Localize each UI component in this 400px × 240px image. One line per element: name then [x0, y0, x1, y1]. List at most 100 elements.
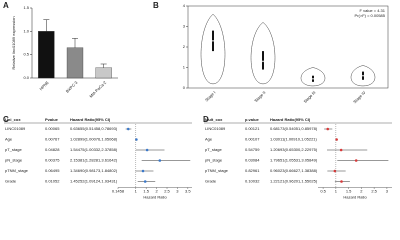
- row-label: pT_stage: [205, 147, 222, 152]
- y-tick-label: 0.0: [23, 75, 29, 80]
- x-tick-label: Stage III: [302, 90, 316, 104]
- x-tick-label: 2.5: [164, 189, 170, 194]
- hr-label: 1.79651(1.05531,3.05849): [270, 158, 318, 163]
- y-tick-label: 1.5: [23, 5, 29, 10]
- hr-label: 1.45252(1.09124,1.93431): [70, 179, 118, 184]
- x-tick-label: BXPC-3: [65, 79, 79, 93]
- column-header: Uni_cox: [5, 117, 21, 122]
- x-tick-label: 2: [155, 189, 158, 194]
- x-tick-label: 2: [360, 189, 363, 194]
- p-value: 0.00767: [45, 137, 60, 142]
- bar: [38, 31, 55, 79]
- p-value: 0.00121: [245, 126, 260, 131]
- error-bar: [43, 19, 50, 32]
- y-tick-label: 3: [183, 24, 186, 29]
- p-value: 0.00107: [245, 137, 260, 142]
- hr-label: 0.96023(0.66627,1.38388): [270, 168, 318, 173]
- row-label: LINC01089: [5, 126, 26, 131]
- annotation: F value = 4.31: [360, 8, 386, 13]
- annotation: Pr(>F) = 0.00585: [355, 13, 386, 18]
- x-tick-label: HPNE: [38, 80, 50, 92]
- panel-letter: D: [203, 115, 209, 124]
- y-tick-label: 4: [183, 3, 186, 8]
- x-tick-label: Stage IV: [352, 90, 367, 105]
- x-axis-label: Hazard Ratio: [343, 195, 367, 200]
- column-header: Mult_cox: [205, 117, 223, 122]
- y-tick-label: 0: [183, 85, 186, 90]
- x-axis-label: Hazard Ratio: [143, 195, 167, 200]
- y-tick-label: 1.0: [23, 28, 29, 33]
- x-tick-label: 3.5: [185, 189, 191, 194]
- y-tick-label: 0.5: [23, 52, 29, 57]
- p-value: 0.10032: [245, 179, 260, 184]
- box: [262, 51, 264, 70]
- row-label: pN_stage: [205, 158, 223, 163]
- row-label: LINC01089: [205, 126, 226, 131]
- x-tick-label: 1: [335, 189, 338, 194]
- y-tick-label: 1: [183, 65, 186, 70]
- p-value: 0.00375: [45, 158, 60, 163]
- hr-point: [333, 169, 337, 173]
- x-tick-label: 0.1458: [112, 189, 125, 194]
- hr-point: [145, 148, 149, 152]
- x-tick-label: MIA PaCa-2: [88, 79, 107, 98]
- x-tick-label: 3: [386, 189, 389, 194]
- error-bar: [72, 38, 78, 48]
- median: [362, 74, 364, 77]
- p-value: 0.06495: [45, 168, 60, 173]
- x-tick-label: 2.5: [371, 189, 377, 194]
- row-label: pN_stage: [5, 158, 23, 163]
- hr-point: [143, 180, 147, 183]
- median: [312, 77, 314, 80]
- hr-label: 2.15381(1.28281,3.61642): [70, 158, 118, 163]
- hr-point: [340, 180, 343, 183]
- p-value: 0.03084: [245, 158, 260, 163]
- panel-letter: A: [3, 1, 9, 10]
- row-label: Age: [5, 137, 13, 142]
- hr-label: 1.03011(1.00910,1.05221): [270, 137, 318, 142]
- row-label: pT_stage: [5, 147, 22, 152]
- hr-label: 1.20693(0.65300,2.22975): [270, 147, 318, 152]
- column-header: Pvalue: [45, 117, 59, 122]
- hr-label: 0.68173(0.54051,0.85978): [270, 126, 318, 131]
- bar: [66, 47, 84, 79]
- y-axis-label: Relative linc01089 expression: [11, 16, 16, 69]
- hr-label: 1.22121(0.96201,1.55025): [270, 179, 318, 184]
- hr-label: 1.54475(1.00332,2.37858): [70, 147, 118, 152]
- figure: A 0.0 0.5 1.0 1.5 Relative linc01089 expressi…: [3, 1, 392, 200]
- row-label: Grade: [205, 179, 217, 184]
- x-tick-label: 1.5: [143, 189, 149, 194]
- p-value: 0.01052: [45, 179, 60, 184]
- bar: [95, 67, 112, 79]
- p-value: 0.82961: [245, 168, 260, 173]
- x-tick-label: Stage I: [204, 90, 217, 103]
- p-value: 0.54759: [245, 147, 260, 152]
- p-value: 0.04828: [45, 147, 60, 152]
- hr-point: [141, 169, 145, 173]
- x-tick-label: 1: [135, 189, 138, 194]
- hr-label: 1.02899(1.00076,1.05068): [70, 137, 118, 142]
- hr-point: [135, 138, 138, 141]
- error-bar: [100, 63, 107, 68]
- hr-label: 0.63655(0.51458,0.78693): [70, 126, 118, 131]
- x-tick-label: 3: [176, 189, 179, 194]
- p-value: 0.00065: [45, 126, 60, 131]
- hr-point: [339, 148, 343, 152]
- hr-point: [126, 127, 130, 131]
- hr-point: [158, 159, 162, 162]
- row-label: pTNM_stage: [205, 168, 229, 173]
- median: [262, 60, 264, 63]
- hr-label: 1.34690(0.98173,1.84802): [70, 168, 118, 173]
- x-tick-label: 1.5: [346, 189, 352, 194]
- column-header: Hazard Ratio(95% CI): [70, 117, 111, 122]
- y-tick-label: 2: [183, 44, 186, 49]
- row-label: Grade: [5, 179, 17, 184]
- column-header: Hazard Ratio(95% CI): [270, 117, 311, 122]
- x-tick-label: Stage II: [253, 90, 266, 103]
- panel-letter: C: [3, 115, 9, 124]
- median: [212, 40, 214, 42]
- panel-letter: B: [153, 1, 159, 10]
- row-label: pTNM_stage: [5, 168, 29, 173]
- hr-point: [354, 159, 358, 162]
- row-label: Age: [205, 137, 213, 142]
